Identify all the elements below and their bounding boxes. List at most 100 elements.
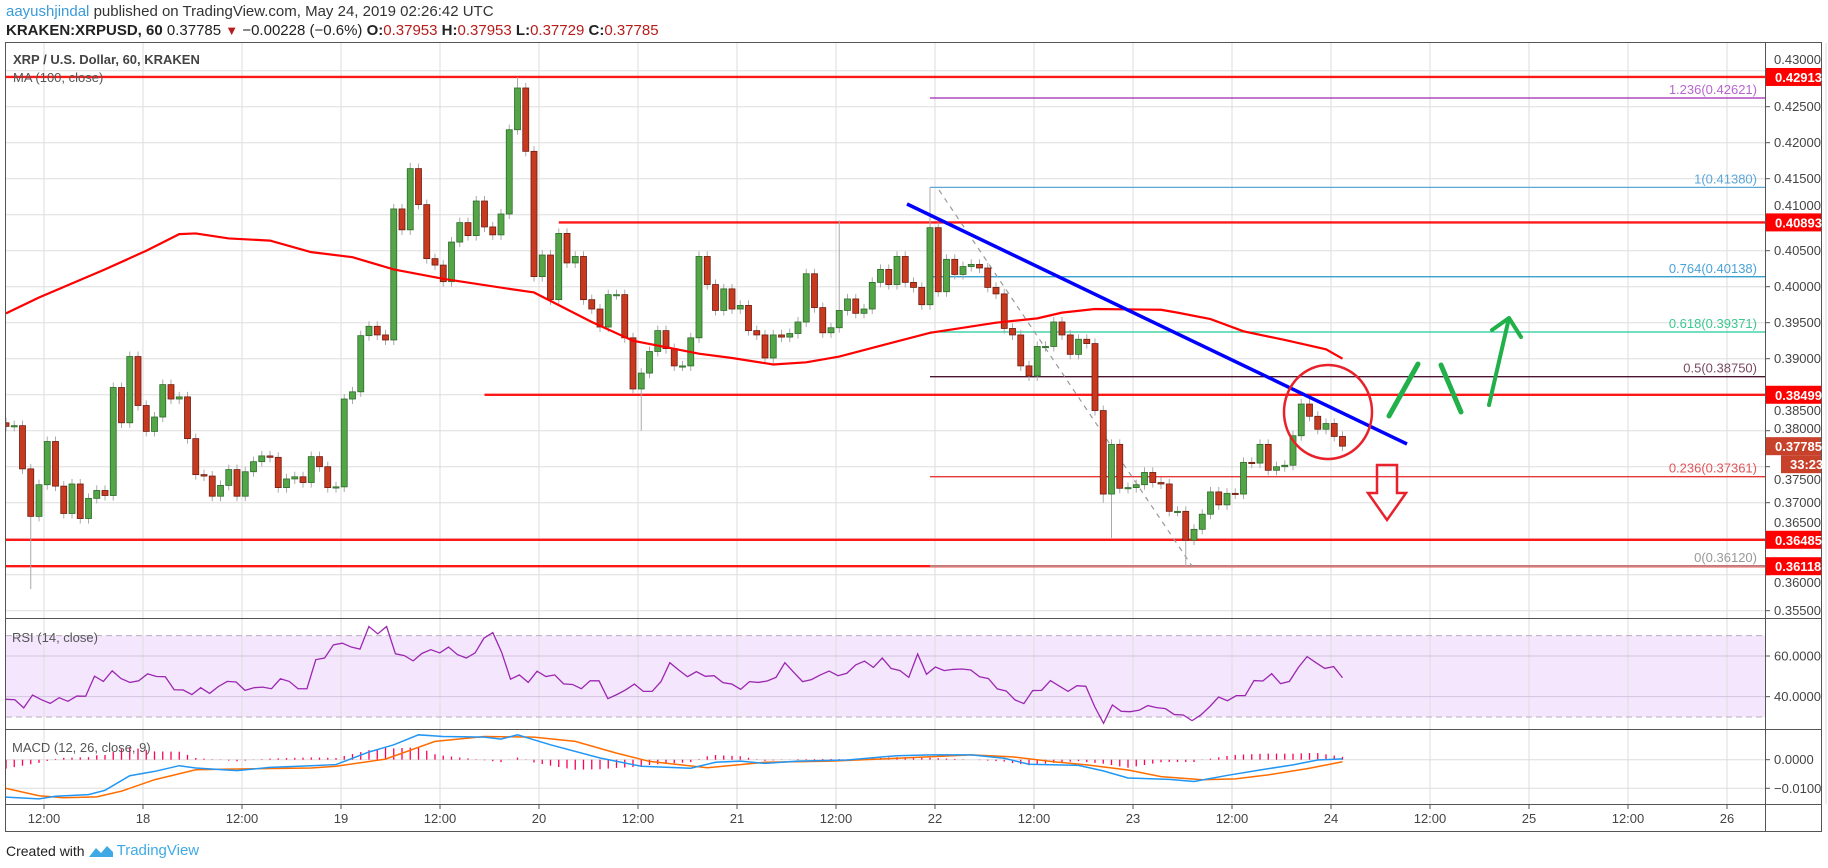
candle-down [398, 208, 406, 231]
macd-tick-label: −0.0100 [1774, 781, 1821, 796]
candle-up [390, 208, 398, 341]
level-price-tag [1766, 213, 1821, 232]
candle-down [464, 222, 472, 236]
fibonacci-retracement[interactable]: 1.236(0.42621) 1(0.41380) 0.764(0.40138) 0.… [930, 82, 1765, 567]
created-with-text: Created with [6, 842, 85, 859]
fib-level-label: 0.618(0.39371) [1669, 316, 1757, 331]
price-tick-label: 0.40000 [1774, 279, 1821, 294]
rsi-tick-label: 60.0000 [1774, 649, 1821, 664]
candle-up [505, 129, 513, 215]
time-tick-label: 25 [1522, 811, 1536, 826]
candle-down [299, 476, 307, 483]
candle-down [1099, 410, 1107, 495]
candle-up [497, 213, 505, 236]
time-axis[interactable]: 12:00 18 12:00 19 12:00 20 12:00 21 12:00 22 12:00… [28, 804, 1735, 826]
candle-up [604, 294, 612, 328]
candle-up [291, 476, 299, 480]
candle-up [794, 321, 802, 334]
candle-down [423, 204, 431, 260]
blue-trendline[interactable] [906, 202, 1408, 446]
candle-down [118, 387, 125, 424]
price-tick-label: 0.43000 [1774, 52, 1821, 67]
candle-up [571, 256, 579, 264]
publish-text: published on TradingView.com, May 24, 20… [89, 3, 494, 20]
candle-down [1157, 482, 1165, 485]
candle-down [489, 226, 497, 236]
footer: Created with TradingView [6, 842, 199, 859]
candle-up [637, 372, 645, 390]
candle-down [918, 287, 926, 306]
price-tick-label: 0.42000 [1774, 135, 1821, 150]
candle-up [646, 351, 653, 374]
candle-up [1256, 443, 1264, 464]
candle-down [712, 284, 719, 311]
candle-up [406, 168, 414, 231]
candle-down [588, 299, 596, 310]
candle-down [233, 469, 241, 497]
candle-up [786, 333, 794, 338]
candle-up [43, 441, 51, 486]
candle-up [357, 335, 365, 393]
time-tick-label: 12:00 [1414, 811, 1447, 826]
candle-down [439, 264, 447, 283]
candle-up [827, 327, 835, 334]
macd-line [6, 734, 1343, 800]
candle-down [266, 455, 274, 458]
candle-down [208, 475, 216, 497]
time-tick-label: 12:00 [424, 811, 457, 826]
candle-down [481, 200, 488, 228]
candle-down [6, 422, 10, 427]
macd-legend[interactable]: MACD (12, 26, close, 9) [12, 740, 151, 755]
candle-down [1066, 334, 1074, 355]
candle-down [1091, 343, 1099, 411]
candle-up [332, 486, 340, 489]
candle-up [1108, 443, 1115, 495]
low-value: 0.37729 [530, 22, 585, 39]
candle-down [415, 168, 422, 206]
author-link[interactable]: aayushjindal [6, 3, 90, 20]
candle-down [522, 87, 530, 152]
rsi-tick-label: 40.0000 [1774, 689, 1821, 704]
tradingview-link[interactable]: TradingView [116, 842, 200, 859]
candle-down [316, 456, 323, 468]
candle-up [85, 497, 92, 519]
candle-up [769, 334, 777, 359]
time-tick-label: 23 [1126, 811, 1140, 826]
candle-up [654, 330, 662, 352]
price-tick-label: 0.37500 [1774, 472, 1821, 487]
candle-up [109, 387, 117, 496]
rsi-legend[interactable]: RSI (14, close) [12, 630, 98, 645]
candle-down [629, 337, 637, 390]
candle-down [728, 288, 736, 310]
candle-down [76, 483, 84, 519]
candle-up [68, 483, 76, 514]
candle-countdown-tag [1781, 455, 1821, 474]
candle-down [670, 348, 678, 367]
candle-up [538, 254, 546, 278]
candle-down [324, 466, 332, 488]
close-value: 0.37785 [604, 22, 659, 39]
time-tick-label: 12:00 [28, 811, 61, 826]
price-axis[interactable]: 0.35500 0.36000 0.36500 0.37000 0.37500 0.380… [1765, 52, 1821, 796]
time-tick-label: 20 [532, 811, 546, 826]
candle-up [472, 200, 480, 236]
candle-down [885, 269, 893, 285]
time-tick-label: 21 [730, 811, 744, 826]
candle-up [1132, 484, 1140, 488]
candle-up [1289, 435, 1297, 466]
candle-up [349, 391, 356, 400]
candle-down [910, 281, 917, 288]
candle-down [1248, 461, 1256, 464]
rsi-pane [6, 625, 1344, 725]
price-tick-label: 0.35500 [1774, 603, 1821, 618]
fib-level-label: 0.236(0.37361) [1669, 461, 1757, 476]
ma-legend[interactable]: MA (100, close) [13, 70, 103, 85]
pane-borders [5, 42, 1822, 832]
candle-up [225, 469, 233, 486]
tradingview-logo-icon [88, 845, 113, 857]
candle-up [258, 455, 266, 463]
candle-up [10, 425, 18, 428]
candle-up [967, 263, 975, 267]
candle-down [27, 468, 35, 517]
